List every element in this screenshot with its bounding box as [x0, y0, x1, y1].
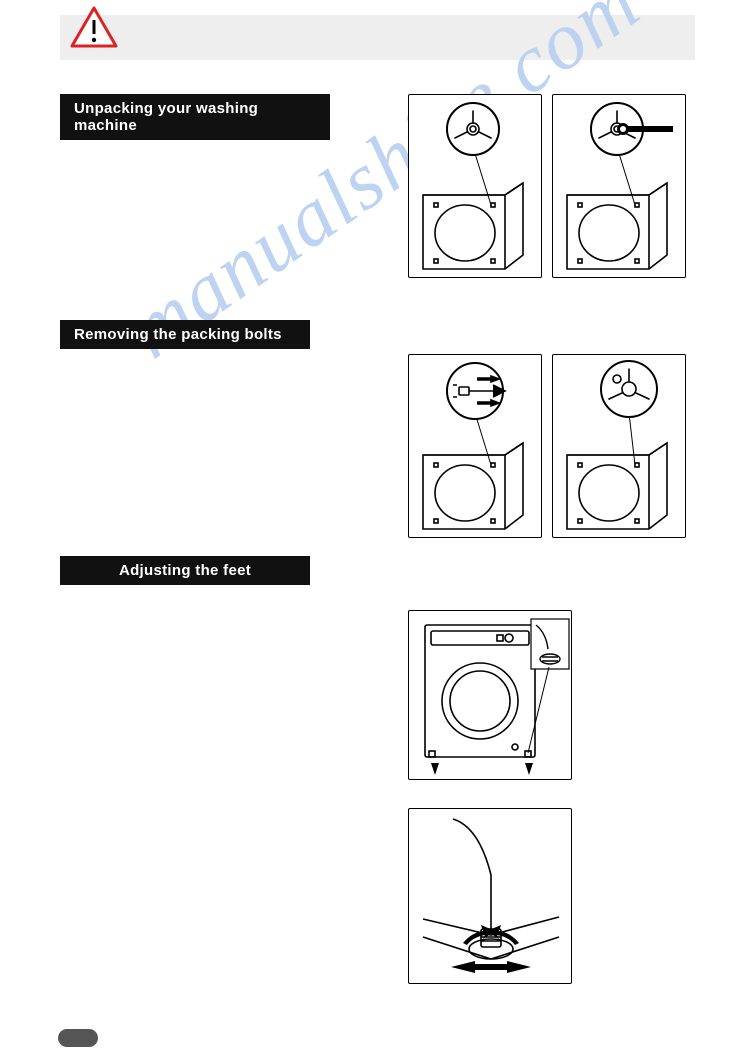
diagram-bolts-1: [408, 354, 542, 538]
diagram-feet-2: [408, 808, 572, 984]
diagram-unpack-2: [552, 94, 686, 278]
caution-bar: [60, 15, 695, 60]
section-header-bolts: Removing the packing bolts: [60, 320, 310, 349]
caution-icon: [68, 4, 120, 55]
section-header-unpack: Unpacking your washing machine: [60, 94, 330, 140]
page-number-pill: [58, 1029, 98, 1047]
diagram-bolts-2: [552, 354, 686, 538]
diagram-unpack-1: [408, 94, 542, 278]
section-header-feet: Adjusting the feet: [60, 556, 310, 585]
diagram-feet-1: [408, 610, 572, 780]
